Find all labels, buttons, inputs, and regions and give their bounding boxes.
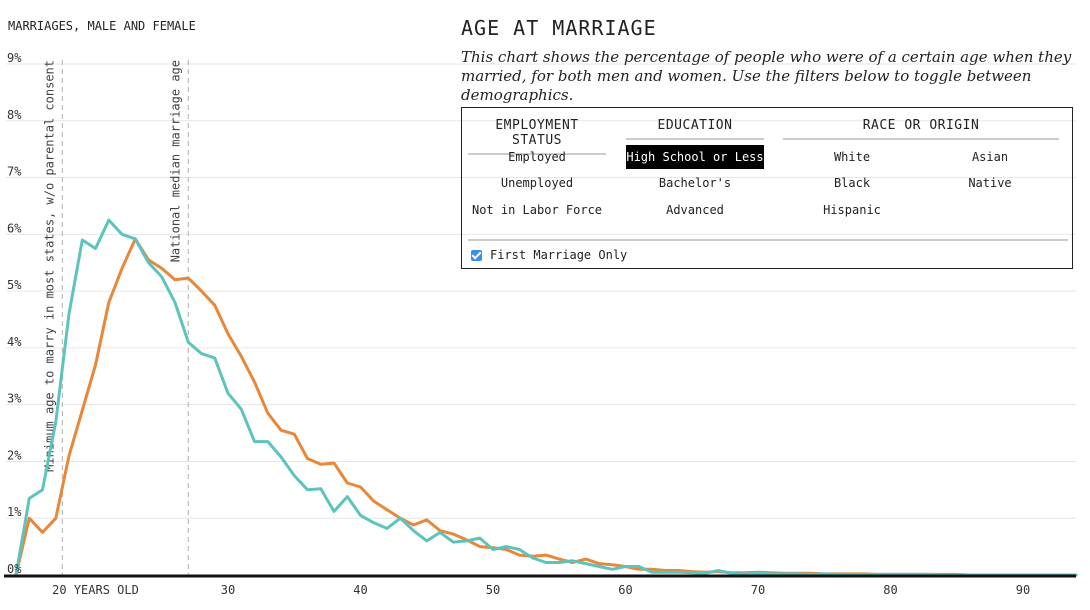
filter-employed[interactable]: Employed (508, 150, 566, 164)
filter-white[interactable]: White (833, 150, 871, 164)
y-tick-label: 5% (7, 278, 22, 292)
filter-asian[interactable]: Asian (971, 150, 1009, 164)
education-filter-group: EDUCATION (626, 118, 764, 140)
x-tick-label: 40 (353, 583, 367, 597)
annotation-lines: Minimum age to marry in most states, w/o… (42, 60, 189, 575)
series-lines (14, 218, 1078, 577)
first-marriage-toggle[interactable]: First Marriage Only (471, 248, 627, 262)
x-axis-ticks: 20 YEARS OLD 30 40 50 60 70 80 90 (52, 583, 1030, 597)
checkbox-checked-icon[interactable] (471, 249, 482, 261)
x-tick-label: 60 (618, 583, 632, 597)
filter-panel: EMPLOYMENT STATUS Employed Unemployed No… (461, 107, 1073, 269)
employment-filter-title: EMPLOYMENT STATUS (468, 118, 606, 155)
y-tick-label: 6% (7, 221, 22, 235)
y-axis-ticks: 0% 1% 2% 3% 4% 5% 6% 7% 8% 9% (7, 51, 22, 576)
filter-bachelors[interactable]: Bachelor's (658, 176, 732, 190)
x-tick-label: 80 (883, 583, 897, 597)
race-filter-title: RACE OR ORIGIN (783, 118, 1059, 140)
filter-hispanic[interactable]: Hispanic (823, 203, 881, 217)
education-filter-title: EDUCATION (626, 118, 764, 140)
y-tick-label: 7% (7, 165, 22, 179)
x-tick-label: 50 (486, 583, 500, 597)
race-filter-group: RACE OR ORIGIN (783, 118, 1059, 140)
series-line-2 (14, 218, 1078, 577)
filter-advanced[interactable]: Advanced (666, 203, 724, 217)
series-line-1 (14, 237, 1078, 577)
y-tick-label: 9% (7, 51, 22, 65)
y-tick-label: 0% (7, 562, 22, 576)
x-tick-label: 30 (221, 583, 235, 597)
page-title: AGE AT MARRIAGE (461, 16, 657, 40)
y-tick-label: 1% (7, 505, 22, 519)
filter-black[interactable]: Black (833, 176, 871, 190)
filter-unemployed[interactable]: Unemployed (500, 176, 574, 190)
y-tick-label: 2% (7, 448, 22, 462)
annotation-label: Minimum age to marry in most states, w/o… (42, 60, 56, 472)
y-tick-label: 8% (7, 108, 22, 122)
grid-lines (6, 63, 1076, 519)
chart-description: This chart shows the percentage of peopl… (461, 48, 1072, 104)
filter-native[interactable]: Native (968, 176, 1012, 190)
first-marriage-label: First Marriage Only (490, 248, 628, 262)
annotation-label: National median marriage age (168, 60, 182, 262)
x-tick-label: 70 (751, 583, 765, 597)
y-tick-label: 4% (7, 335, 22, 349)
y-axis-label: MARRIAGES, MALE AND FEMALE (8, 19, 196, 33)
filter-divider (468, 239, 1068, 241)
x-tick-label: 90 (1016, 583, 1030, 597)
y-tick-label: 3% (7, 392, 22, 406)
chart-header: AGE AT MARRIAGE This chart shows the per… (461, 16, 1081, 105)
employment-filter-group: EMPLOYMENT STATUS (468, 118, 606, 155)
filter-high-school-or-less[interactable]: High School or Less (626, 145, 764, 169)
filter-not-in-labor-force[interactable]: Not in Labor Force (471, 203, 603, 217)
x-tick-label: 20 YEARS OLD (52, 583, 139, 597)
